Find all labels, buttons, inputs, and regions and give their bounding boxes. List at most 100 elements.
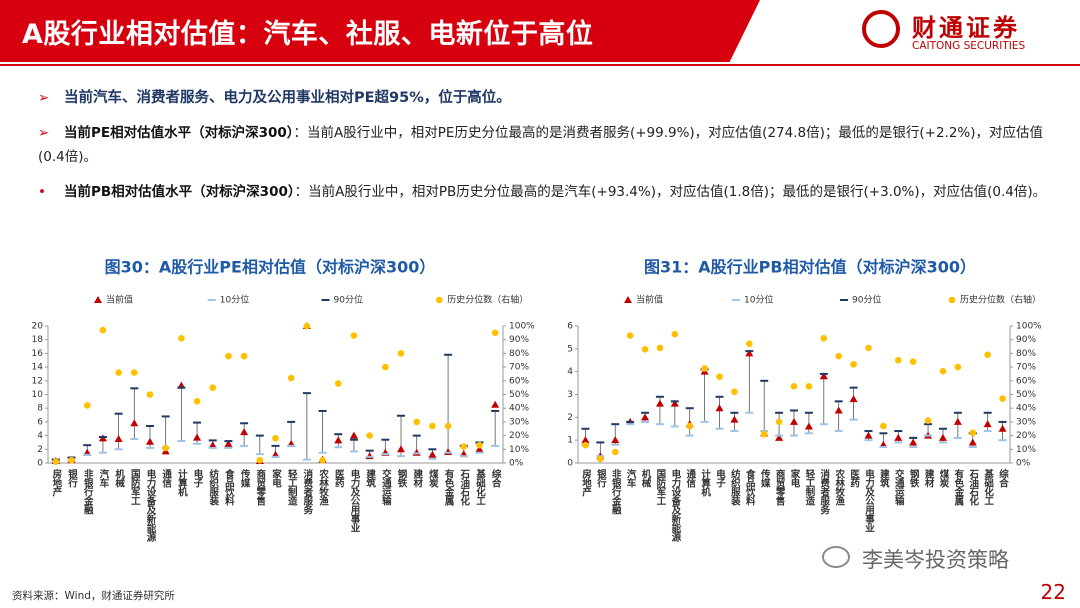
percentile-dot: [83, 402, 91, 409]
x-tick-label: 钢铁: [908, 468, 920, 488]
x-tick-label: 通信: [160, 469, 172, 488]
legend-label: 当前值: [106, 294, 133, 306]
percentile-dot: [805, 382, 813, 390]
current-marker: [983, 420, 992, 428]
legend-label: 10分位: [220, 294, 249, 306]
current-marker: [745, 349, 754, 357]
x-tick-label: 银行: [66, 468, 79, 488]
bullet: ➢ 当前汽车、消费者服务、电力及公用事业相对PE超95%，位于高位。: [38, 86, 1048, 110]
x-tick-label: 纺织服装: [207, 468, 220, 506]
percentile-dot: [775, 418, 783, 426]
y2-tick-label: 30%: [509, 417, 529, 427]
bullet-marker: ➢: [38, 90, 50, 106]
logo-cn: 财通证券: [912, 14, 1020, 42]
y2-tick-label: 90%: [1016, 335, 1036, 345]
percentile-dot: [790, 382, 798, 390]
bullet-marker: ➢: [38, 125, 50, 141]
percentile-dot: [611, 448, 619, 456]
x-tick-label: 电力设备及新能源: [669, 468, 682, 542]
y2-tick-label: 30%: [1016, 417, 1036, 427]
current-marker: [224, 439, 233, 447]
percentile-dot: [939, 367, 947, 375]
x-tick-label: 消费者服务: [301, 468, 314, 515]
percentile-dot: [716, 373, 723, 380]
percentile-dot: [413, 418, 421, 426]
x-tick-label: 传媒: [759, 468, 772, 488]
watermark: 李美岑投资策略: [862, 548, 1009, 572]
logo: 财通证券 CAITONG SECURITIES: [862, 8, 1072, 58]
page-number: 22: [1040, 580, 1066, 604]
x-tick-label: 基础化工: [982, 468, 995, 505]
x-tick-label: 消费者服务: [818, 468, 831, 515]
percentile-dot: [435, 296, 443, 304]
legend-label: 10分位: [744, 294, 773, 306]
x-tick-label: 通信: [684, 469, 696, 488]
x-tick-label: 非银行金融: [82, 468, 95, 515]
legend-label: 90分位: [852, 294, 881, 306]
percentile-dot: [671, 330, 679, 338]
y2-tick-label: 90%: [509, 335, 529, 345]
x-tick-label: 商贸零售: [774, 468, 787, 506]
y2-tick-label: 80%: [1016, 349, 1036, 359]
percentile-dot: [731, 388, 738, 396]
chart-title: 图30：A股行业PE相对估值（对标沪深300）: [105, 258, 436, 277]
x-tick-label: 非银行金融: [610, 468, 623, 515]
x-tick-label: 建筑: [878, 468, 891, 488]
current-marker: [491, 400, 500, 408]
current-marker: [412, 448, 421, 456]
x-tick-label: 石油石化: [967, 469, 980, 506]
percentile-dot: [287, 374, 295, 382]
current-marker: [428, 450, 437, 458]
current-marker: [397, 445, 406, 453]
y2-tick-label: 100%: [509, 322, 535, 332]
percentile-dot: [146, 391, 154, 398]
y2-tick-label: 70%: [1016, 363, 1036, 373]
y-tick-label: 10: [32, 390, 44, 400]
percentile-dot: [984, 351, 991, 359]
current-marker: [475, 445, 484, 453]
percentile-dot: [746, 340, 753, 348]
percentile-dot: [597, 455, 604, 463]
current-marker: [879, 440, 888, 448]
percentile-dot: [382, 363, 389, 371]
current-marker: [444, 448, 453, 456]
x-tick-label: 汽车: [97, 468, 109, 488]
percentile-dot: [193, 398, 201, 405]
bullet: ➢ 当前PE相对估值水平（对标沪深300）：当前A股行业中，相对PE历史分位最高的…: [38, 121, 1048, 169]
percentile-dot: [319, 456, 326, 464]
x-tick-label: 电力及公用事业: [863, 468, 876, 532]
x-tick-label: 建材: [923, 468, 936, 488]
percentile-dot: [130, 369, 138, 376]
x-tick-label: 食品饮料: [223, 468, 236, 506]
current-marker: [655, 399, 664, 407]
y-tick-label: 20: [32, 322, 44, 332]
y-tick-label: 12: [32, 376, 43, 386]
bullet-text: ：当前A股行业中，相对PB历史分位最高的是汽车(+93.4%)，对应估值(1.8…: [294, 184, 1047, 200]
x-tick-label: 传媒: [239, 468, 252, 488]
y2-tick-label: 60%: [509, 376, 529, 386]
current-marker: [641, 413, 650, 421]
x-tick-label: 有色金属: [443, 468, 456, 506]
y-tick-label: 5: [567, 344, 573, 354]
current-marker: [365, 452, 374, 460]
x-tick-label: 石油石化: [458, 469, 471, 506]
source-note: 资料来源：Wind，财通证券研究所: [12, 590, 175, 602]
percentile-dot: [865, 344, 872, 352]
y-tick-label: 2: [567, 413, 573, 423]
current-marker: [611, 436, 620, 444]
percentile-dot: [850, 361, 857, 368]
x-tick-label: 医药: [333, 469, 345, 488]
x-tick-label: 轻工制造: [286, 468, 298, 506]
x-tick-label: 煤炭: [427, 468, 439, 488]
x-tick-label: 煤炭: [937, 468, 949, 488]
y2-tick-label: 20%: [509, 431, 529, 441]
percentile-dot: [491, 329, 499, 337]
x-tick-label: 综合: [490, 468, 502, 488]
percentile-dot: [162, 444, 169, 452]
x-tick-label: 建筑: [364, 468, 377, 488]
current-marker: [94, 296, 102, 303]
legend-label: 历史分位数（右轴）: [960, 294, 1041, 306]
y2-tick-label: 40%: [1016, 404, 1036, 414]
y-tick-label: 0: [37, 459, 43, 469]
